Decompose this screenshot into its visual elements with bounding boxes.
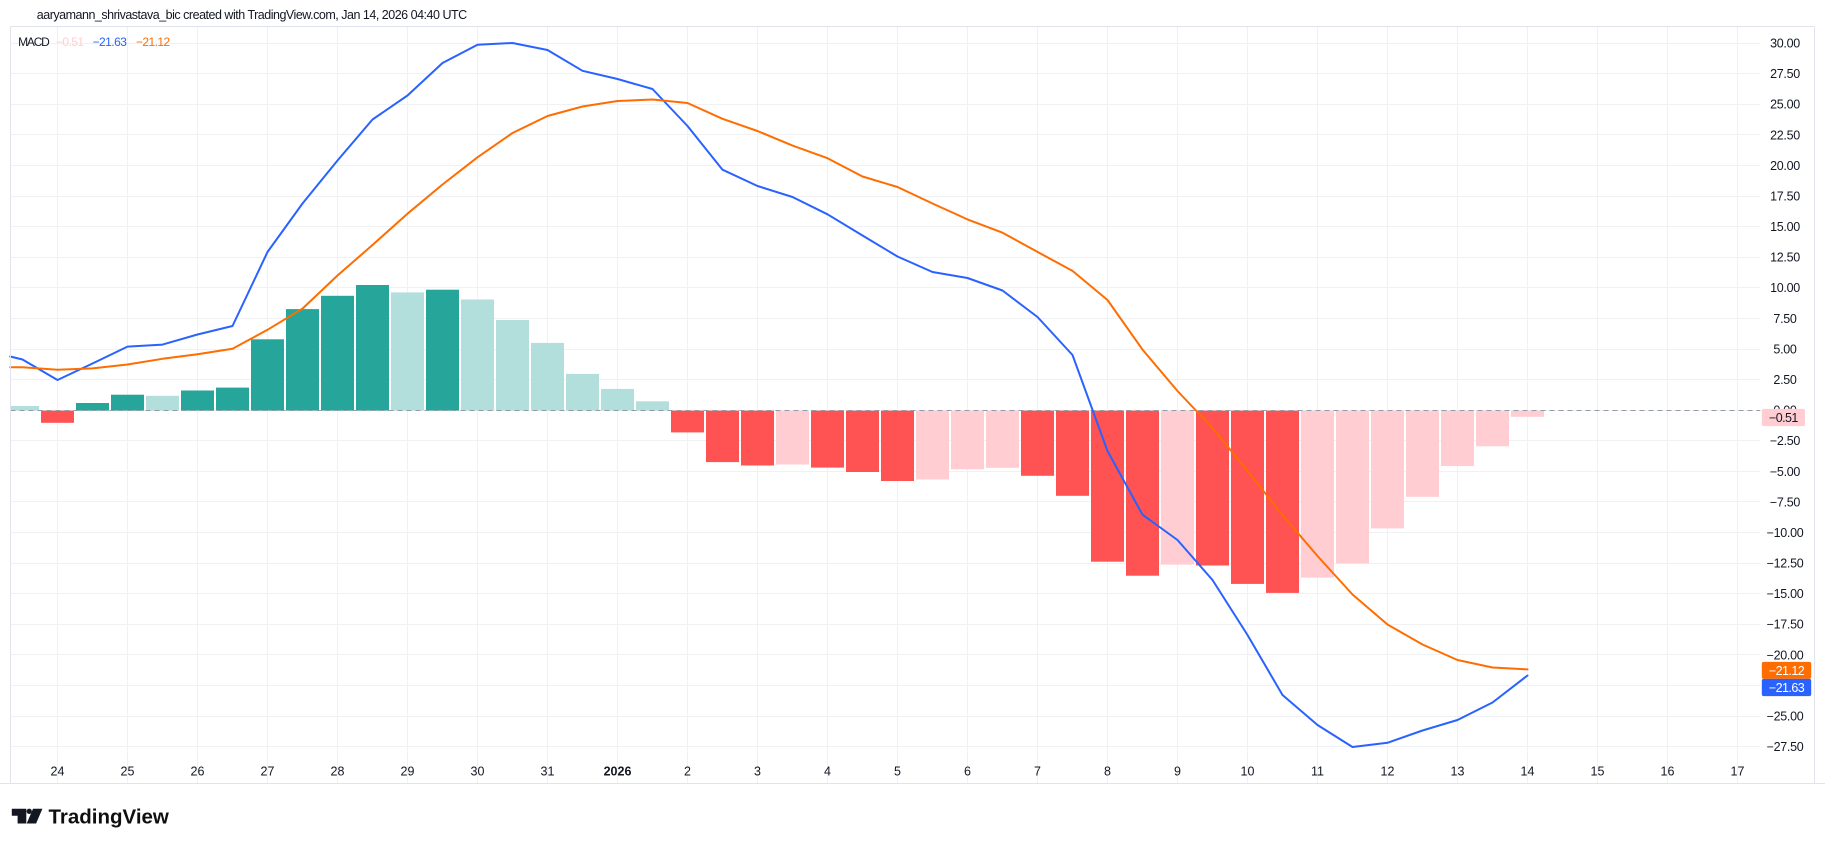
svg-text:15.00: 15.00	[1770, 220, 1800, 234]
svg-text:−15.00: −15.00	[1767, 587, 1804, 601]
svg-text:11: 11	[1311, 765, 1324, 779]
svg-text:12: 12	[1381, 765, 1395, 779]
svg-text:−25.00: −25.00	[1767, 710, 1804, 724]
svg-text:15: 15	[1591, 765, 1605, 779]
svg-text:−20.00: −20.00	[1767, 648, 1804, 662]
svg-text:−21.12: −21.12	[136, 35, 171, 49]
svg-text:17: 17	[1731, 765, 1745, 779]
svg-text:25: 25	[121, 765, 135, 779]
svg-text:−0.51: −0.51	[1769, 411, 1798, 425]
svg-text:9: 9	[1174, 765, 1181, 779]
svg-text:−0.51: −0.51	[56, 35, 84, 49]
svg-text:−21.63: −21.63	[1769, 681, 1805, 695]
svg-text:−12.50: −12.50	[1767, 557, 1804, 571]
svg-text:4: 4	[824, 765, 831, 779]
svg-text:5.00: 5.00	[1773, 342, 1796, 356]
svg-text:20.00: 20.00	[1770, 159, 1800, 173]
svg-text:27: 27	[261, 765, 275, 779]
svg-text:8: 8	[1104, 765, 1111, 779]
svg-text:26: 26	[191, 765, 205, 779]
svg-text:7.50: 7.50	[1773, 312, 1796, 326]
svg-text:24: 24	[51, 765, 65, 779]
svg-text:31: 31	[541, 765, 555, 779]
svg-text:−17.50: −17.50	[1767, 618, 1804, 632]
svg-text:25.00: 25.00	[1770, 98, 1800, 112]
svg-text:−7.50: −7.50	[1770, 495, 1800, 509]
svg-text:−21.12: −21.12	[1769, 664, 1805, 678]
svg-text:MACD: MACD	[18, 35, 50, 49]
svg-text:−2.50: −2.50	[1770, 434, 1800, 448]
svg-text:3: 3	[754, 765, 761, 779]
svg-text:30.00: 30.00	[1770, 37, 1800, 51]
svg-text:29: 29	[401, 765, 415, 779]
svg-text:6: 6	[964, 765, 971, 779]
svg-text:5: 5	[894, 765, 901, 779]
svg-text:−5.00: −5.00	[1770, 465, 1800, 479]
svg-text:14: 14	[1521, 765, 1535, 779]
svg-text:7: 7	[1034, 765, 1041, 779]
svg-text:2: 2	[684, 765, 691, 779]
svg-text:30: 30	[471, 765, 485, 779]
svg-text:22.50: 22.50	[1770, 128, 1800, 142]
svg-text:aaryamann_shrivastava_bic crea: aaryamann_shrivastava_bic created with T…	[37, 8, 467, 22]
svg-text:2.50: 2.50	[1773, 373, 1796, 387]
svg-text:28: 28	[331, 765, 345, 779]
svg-text:−10.00: −10.00	[1767, 526, 1804, 540]
svg-text:10.00: 10.00	[1770, 281, 1800, 295]
svg-text:16: 16	[1661, 765, 1675, 779]
svg-text:17.50: 17.50	[1770, 190, 1800, 204]
svg-text:12.50: 12.50	[1770, 251, 1800, 265]
svg-text:−27.50: −27.50	[1767, 740, 1804, 754]
svg-text:−21.63: −21.63	[93, 35, 128, 49]
svg-text:TradingView: TradingView	[49, 806, 169, 829]
svg-text:2026: 2026	[604, 765, 632, 779]
svg-text:13: 13	[1451, 765, 1465, 779]
svg-text:10: 10	[1241, 765, 1255, 779]
svg-text:27.50: 27.50	[1770, 67, 1800, 81]
